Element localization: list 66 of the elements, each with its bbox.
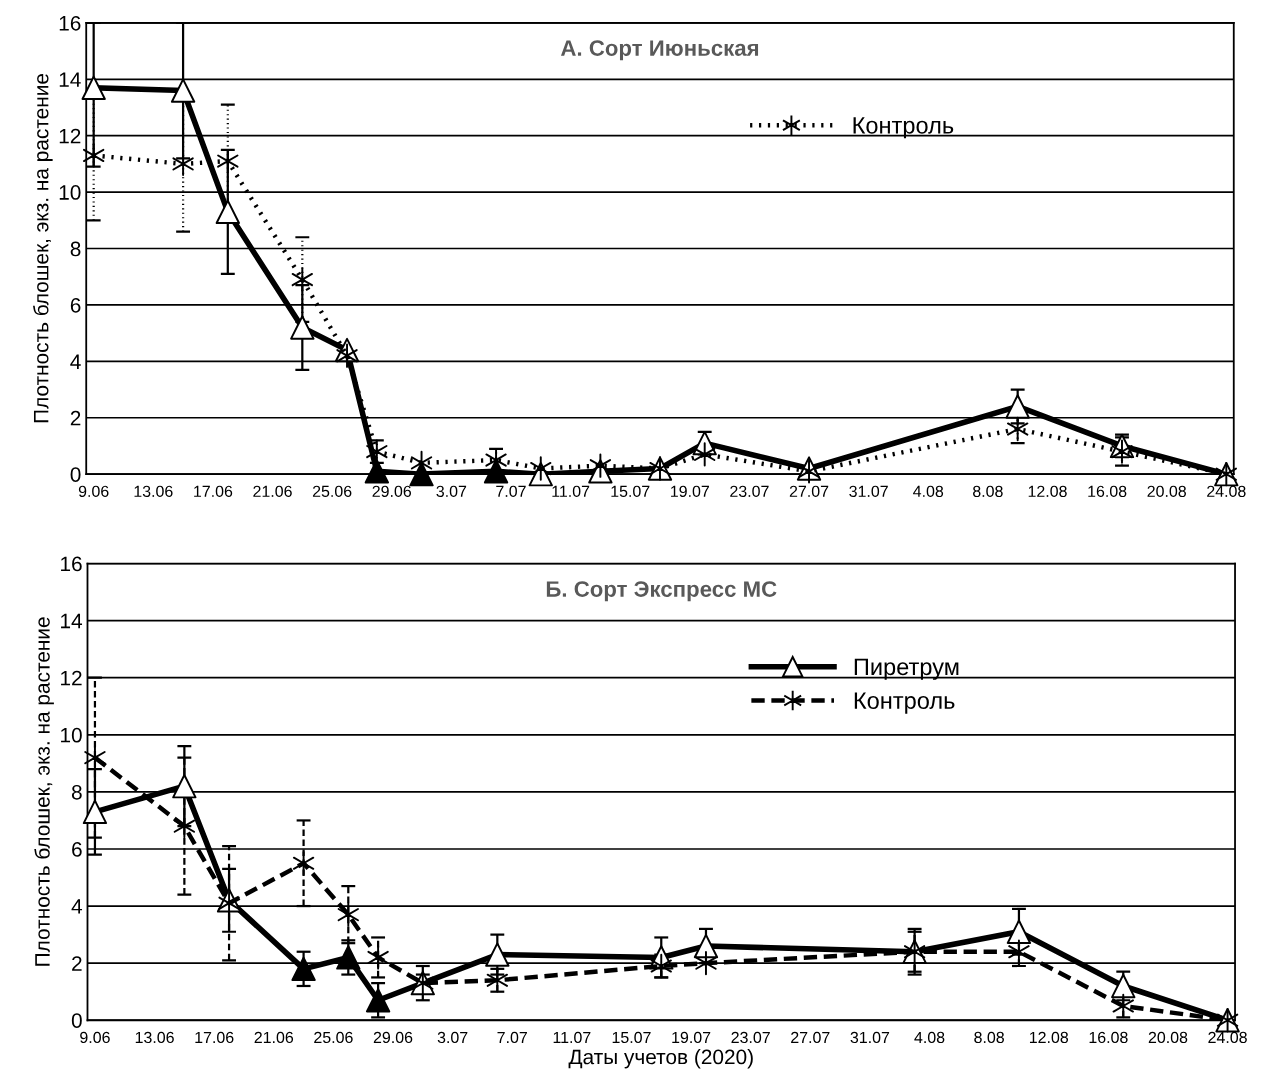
- x-tick-label: 24.08: [1208, 1031, 1247, 1044]
- y-tick-label: 0: [71, 1013, 82, 1028]
- y-axis-title: Плотность блошек, экз. на растение: [34, 617, 54, 966]
- x-tick-label: 23.07: [731, 1031, 770, 1044]
- x-tick-label: 17.06: [195, 1031, 234, 1044]
- y-tick-label: 8: [71, 784, 82, 800]
- x-tick-label: 21.06: [254, 1031, 294, 1044]
- y-tick-label: 10: [59, 185, 81, 200]
- y-tick-label: 10: [61, 727, 82, 743]
- x-tick-label: 29.06: [372, 485, 412, 497]
- y-tick-label: 14: [61, 613, 83, 629]
- x-tick-label: 23.07: [730, 485, 769, 497]
- x-tick-label: 15.07: [611, 485, 650, 497]
- x-tick-label: 25.06: [314, 1031, 353, 1044]
- x-tick-label: 19.07: [672, 1031, 711, 1044]
- x-tick-label: 7.07: [497, 1031, 527, 1044]
- x-tick-label: 20.08: [1147, 485, 1186, 497]
- x-tick-label: 4.08: [914, 1031, 945, 1044]
- y-tick-label: 8: [70, 241, 81, 257]
- x-tick-label: 16.08: [1089, 1031, 1128, 1044]
- x-tick-label: 24.08: [1207, 485, 1246, 497]
- y-tick-label: 0: [70, 467, 81, 482]
- y-axis-title: Плотность блошек, экз. на растение: [33, 73, 53, 423]
- x-tick-label: 4.08: [913, 485, 944, 497]
- x-tick-label: 12.08: [1029, 1031, 1069, 1044]
- x-tick-label: 25.06: [312, 485, 352, 497]
- x-tick-label: 9.06: [78, 485, 109, 497]
- x-tick-label: 31.07: [849, 485, 888, 497]
- x-tick-label: 12.08: [1028, 485, 1067, 497]
- x-tick-label: 27.07: [789, 485, 829, 497]
- legend-label: Пиретрум: [854, 658, 959, 680]
- x-tick-label: 15.07: [612, 1031, 651, 1044]
- y-tick-label: 4: [71, 899, 83, 914]
- legend-label: Контроль: [854, 692, 955, 714]
- y-tick-label: 4: [70, 354, 81, 369]
- legend-label: Контроль: [853, 117, 954, 139]
- x-tick-label: 13.06: [135, 1031, 174, 1044]
- x-tick-label: 27.07: [791, 1031, 830, 1044]
- x-tick-label: 8.08: [974, 1031, 1004, 1044]
- x-tick-label: 9.06: [80, 1031, 110, 1044]
- x-axis-title: Даты учетов (2020): [568, 1049, 753, 1069]
- x-tick-label: 11.07: [552, 485, 590, 497]
- y-tick-label: 6: [70, 297, 81, 313]
- x-tick-label: 17.06: [194, 485, 233, 497]
- x-tick-label: 8.08: [973, 485, 1003, 497]
- text: Б. Сорт Экспресс МС: [546, 581, 777, 602]
- x-tick-label: 13.06: [134, 485, 173, 497]
- x-tick-label: 21.06: [253, 485, 292, 497]
- x-tick-label: 31.07: [850, 1031, 890, 1044]
- y-tick-label: 2: [72, 956, 82, 971]
- y-tick-label: 2: [70, 410, 81, 426]
- y-tick-label: 14: [59, 72, 81, 87]
- x-tick-label: 11.07: [553, 1031, 591, 1044]
- x-tick-label: 3.07: [437, 1031, 468, 1044]
- y-tick-label: 12: [61, 670, 82, 686]
- y-tick-label: 12: [59, 128, 81, 144]
- x-tick-label: 19.07: [671, 485, 709, 497]
- y-tick-label: 6: [72, 841, 82, 857]
- x-tick-label: 16.08: [1088, 485, 1127, 497]
- x-tick-label: 29.06: [373, 1031, 413, 1044]
- y-tick-label: 16: [59, 15, 81, 31]
- x-tick-label: 20.08: [1148, 1031, 1188, 1044]
- text: А. Сорт Июньская: [560, 40, 759, 61]
- x-tick-label: 3.07: [436, 485, 467, 497]
- x-tick-label: 7.07: [496, 485, 526, 497]
- y-tick-label: 16: [61, 556, 82, 572]
